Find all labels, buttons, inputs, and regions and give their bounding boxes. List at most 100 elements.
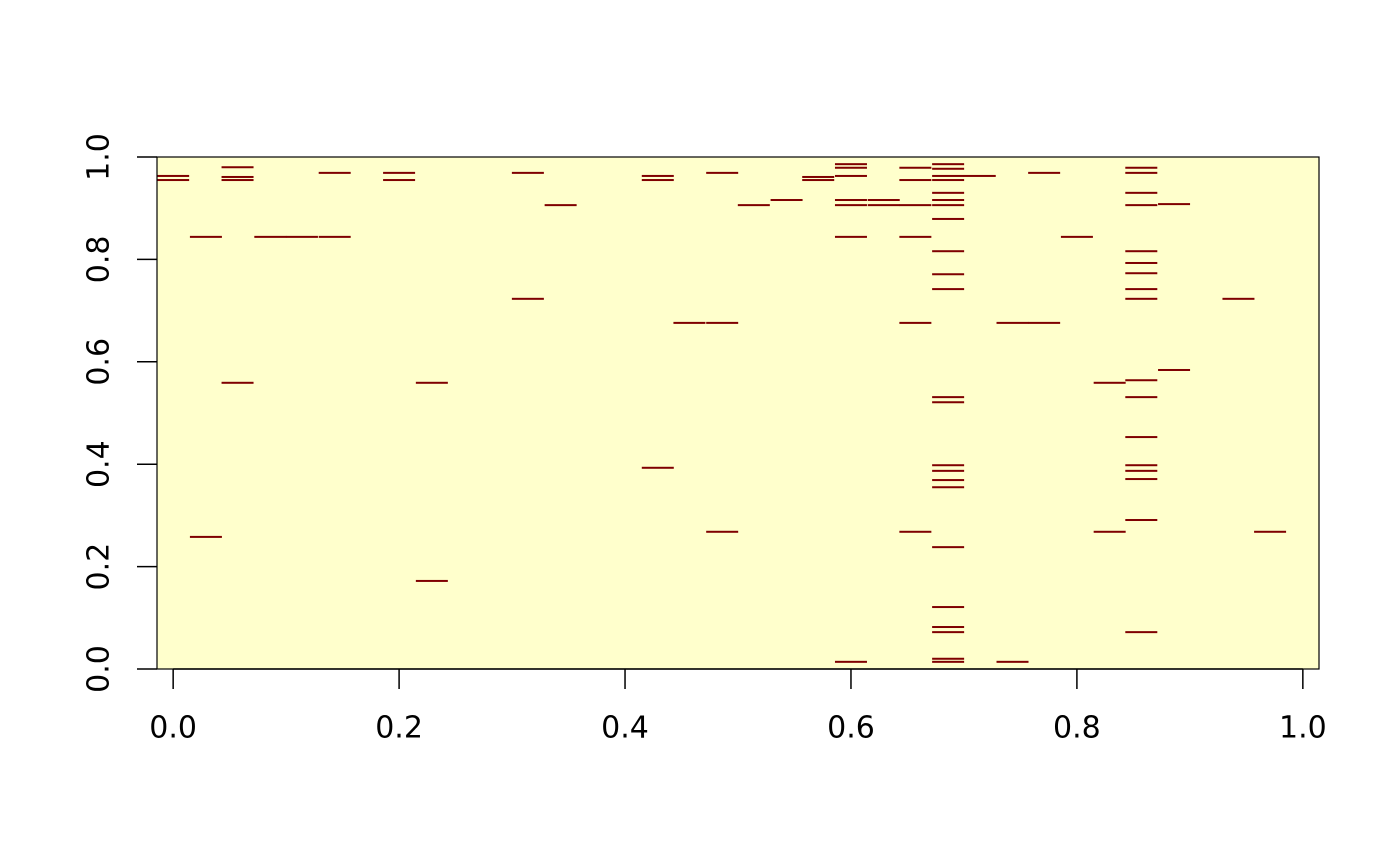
cell bbox=[1125, 469, 1158, 472]
x-tick-label: 0.6 bbox=[827, 711, 875, 746]
cell bbox=[932, 469, 965, 472]
cell bbox=[1125, 464, 1158, 467]
cell bbox=[1125, 519, 1158, 522]
cell bbox=[415, 381, 448, 384]
plot-background bbox=[157, 157, 1319, 669]
cell bbox=[834, 199, 867, 202]
cell bbox=[1125, 379, 1158, 382]
cell bbox=[899, 204, 932, 207]
y-tick-label: 0.2 bbox=[82, 543, 117, 591]
cell bbox=[899, 166, 932, 169]
cell bbox=[254, 235, 287, 238]
cell bbox=[932, 174, 965, 177]
cell bbox=[932, 217, 965, 220]
cell bbox=[383, 179, 416, 182]
cell bbox=[1222, 297, 1255, 300]
cell bbox=[706, 321, 739, 324]
x-tick-label: 0.0 bbox=[149, 711, 197, 746]
cell bbox=[1125, 478, 1158, 481]
cell bbox=[1060, 235, 1093, 238]
cell bbox=[932, 486, 965, 489]
cell bbox=[1254, 530, 1287, 533]
cell bbox=[511, 297, 544, 300]
cell bbox=[189, 535, 222, 538]
cell bbox=[1028, 171, 1061, 174]
cell bbox=[641, 174, 674, 177]
cell bbox=[1158, 203, 1191, 206]
cell bbox=[641, 466, 674, 469]
cell bbox=[834, 166, 867, 169]
cell bbox=[706, 171, 739, 174]
cell bbox=[1158, 368, 1191, 371]
cell bbox=[996, 660, 1029, 663]
cell bbox=[157, 179, 190, 182]
cell bbox=[932, 204, 965, 207]
cell bbox=[867, 204, 900, 207]
cell bbox=[1125, 396, 1158, 399]
cell bbox=[932, 660, 965, 663]
cell bbox=[1125, 436, 1158, 439]
cell bbox=[285, 235, 318, 238]
x-tick-label: 0.4 bbox=[601, 711, 649, 746]
cell bbox=[706, 530, 739, 533]
cell bbox=[932, 626, 965, 629]
y-tick-label: 0.8 bbox=[82, 236, 117, 284]
y-tick-label: 0.0 bbox=[82, 645, 117, 693]
cell bbox=[157, 174, 190, 177]
cell bbox=[932, 167, 965, 170]
cell bbox=[1125, 166, 1158, 169]
cell bbox=[1125, 204, 1158, 207]
cell bbox=[383, 171, 416, 174]
cell bbox=[899, 530, 932, 533]
cell bbox=[1093, 530, 1126, 533]
cell bbox=[770, 199, 803, 202]
cell bbox=[996, 321, 1029, 324]
x-tick-label: 0.2 bbox=[375, 711, 423, 746]
cell bbox=[834, 163, 867, 166]
cell bbox=[415, 579, 448, 582]
cell bbox=[318, 235, 351, 238]
cell bbox=[834, 235, 867, 238]
cell bbox=[221, 166, 254, 169]
cell bbox=[932, 179, 965, 182]
cell bbox=[1125, 191, 1158, 194]
cell bbox=[963, 174, 996, 177]
cell bbox=[802, 179, 835, 182]
cell bbox=[1125, 288, 1158, 291]
cell bbox=[641, 179, 674, 182]
cell bbox=[189, 235, 222, 238]
cell bbox=[932, 464, 965, 467]
cell bbox=[932, 631, 965, 634]
cell bbox=[834, 174, 867, 177]
cell bbox=[834, 204, 867, 207]
y-tick-label: 0.4 bbox=[82, 440, 117, 488]
cell bbox=[1125, 272, 1158, 275]
cell bbox=[221, 179, 254, 182]
cell bbox=[834, 660, 867, 663]
cell bbox=[673, 321, 706, 324]
cell bbox=[1125, 261, 1158, 264]
cell bbox=[1125, 250, 1158, 253]
cell bbox=[221, 175, 254, 178]
x-tick-label: 0.8 bbox=[1053, 711, 1101, 746]
cell bbox=[899, 235, 932, 238]
cell bbox=[899, 179, 932, 182]
cell bbox=[318, 171, 351, 174]
cell bbox=[544, 204, 577, 207]
x-tick-label: 1.0 bbox=[1279, 711, 1327, 746]
cell bbox=[932, 479, 965, 482]
cell bbox=[932, 163, 965, 166]
cell bbox=[1125, 297, 1158, 300]
cell bbox=[511, 171, 544, 174]
cell bbox=[932, 657, 965, 660]
cell bbox=[1125, 631, 1158, 634]
cell bbox=[932, 401, 965, 404]
cell bbox=[737, 204, 770, 207]
cell bbox=[932, 396, 965, 399]
y-tick-label: 1.0 bbox=[82, 133, 117, 181]
cell bbox=[932, 273, 965, 276]
cell bbox=[932, 250, 965, 253]
cell bbox=[932, 606, 965, 609]
cell bbox=[932, 546, 965, 549]
